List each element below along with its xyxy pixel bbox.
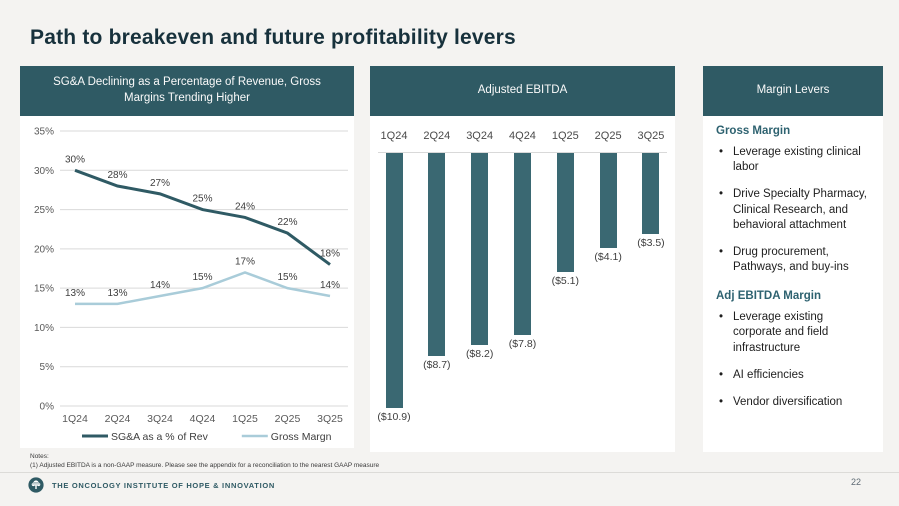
svg-text:15%: 15% — [192, 272, 212, 283]
bar-category-label: 2Q24 — [423, 130, 451, 142]
list-item: Drive Specialty Pharmacy, Clinical Resea… — [716, 187, 870, 233]
svg-text:10%: 10% — [34, 323, 54, 334]
notes-label: Notes: — [30, 453, 49, 460]
bar-column: 3Q24 ($8.2) — [459, 130, 501, 423]
svg-text:4Q24: 4Q24 — [190, 413, 216, 425]
svg-text:35%: 35% — [34, 127, 54, 138]
svg-text:25%: 25% — [192, 194, 212, 205]
list-item: Leverage existing corporate and field in… — [716, 310, 870, 356]
svg-text:3Q25: 3Q25 — [317, 413, 343, 425]
list-item: Drug procurement, Pathways, and buy-ins — [716, 245, 870, 275]
bar-column: 1Q24 ($10.9) — [373, 130, 415, 423]
svg-text:30%: 30% — [65, 154, 85, 165]
sga-chart-body: 0% 5% 10% 15% 20% 25% 30% 35% 1Q24 2Q24 3Q24 4Q24 1Q… — [20, 116, 354, 448]
ebitda-bar — [471, 152, 489, 345]
svg-text:5%: 5% — [40, 362, 55, 373]
svg-text:SG&A as a % of Rev: SG&A as a % of Rev — [111, 431, 209, 443]
adjusted-ebitda-panel: Adjusted EBITDA 1Q24 ($10.9) 2Q24 ($8.7) 3Q2… — [370, 66, 675, 452]
svg-text:28%: 28% — [107, 170, 127, 181]
svg-text:15%: 15% — [34, 284, 54, 295]
svg-text:20%: 20% — [34, 244, 54, 255]
svg-text:14%: 14% — [150, 280, 170, 291]
adj-ebitda-bullet-list: Leverage existing corporate and field in… — [716, 310, 870, 410]
bar-value-label: ($7.8) — [508, 338, 537, 350]
svg-text:30%: 30% — [34, 166, 54, 177]
list-item: Vendor diversification — [716, 395, 870, 410]
brand-name: THE ONCOLOGY INSTITUTE OF HOPE & INNOVAT… — [52, 480, 276, 490]
ebitda-bar — [385, 152, 403, 408]
svg-text:2Q24: 2Q24 — [105, 413, 131, 425]
svg-text:18%: 18% — [320, 249, 340, 260]
svg-text:27%: 27% — [150, 178, 170, 189]
bar-value-label: ($10.9) — [377, 411, 411, 423]
margin-levers-panel: Margin Levers Gross Margin Leverage exis… — [703, 66, 883, 452]
bar-value-label: ($8.2) — [465, 348, 494, 360]
bar-category-label: 3Q24 — [466, 130, 494, 142]
svg-text:25%: 25% — [34, 205, 54, 216]
bar-column: 4Q24 ($7.8) — [501, 130, 543, 423]
bar-category-label: 4Q24 — [509, 130, 536, 142]
footer-divider — [0, 472, 899, 473]
x-axis-labels: 1Q24 2Q24 3Q24 4Q24 1Q25 2Q25 3Q25 — [62, 413, 343, 425]
svg-text:0%: 0% — [40, 402, 55, 413]
ebitda-bar — [556, 152, 574, 272]
bar-column: 1Q25 ($5.1) — [544, 130, 586, 423]
svg-text:1Q25: 1Q25 — [232, 413, 258, 425]
tree-icon — [28, 477, 44, 493]
bar-value-label: ($3.5) — [637, 237, 665, 249]
bar-column: 2Q24 ($8.7) — [416, 130, 458, 423]
ebitda-bar-chart: 1Q24 ($10.9) 2Q24 ($8.7) 3Q24 ($8.2) 4Q24 ($7.8… — [370, 116, 675, 452]
margin-levers-body: Gross Margin Leverage existing clinical … — [703, 116, 883, 452]
bar-category-label: 1Q25 — [551, 130, 579, 142]
bar-value-label: ($4.1) — [594, 251, 622, 263]
page-title: Path to breakeven and future profitabili… — [30, 26, 516, 49]
bar-category-label: 3Q25 — [637, 130, 665, 142]
svg-text:13%: 13% — [107, 288, 127, 299]
footnotes: Notes: (1) Adjusted EBITDA is a non-GAAP… — [30, 452, 379, 471]
list-item: AI efficiencies — [716, 368, 870, 383]
svg-text:Gross Margn: Gross Margn — [271, 431, 332, 443]
gross-margin-heading: Gross Margin — [716, 125, 791, 137]
series-gross-margin: 13% 13% 14% 15% 17% 15% 14% — [65, 256, 340, 306]
list-item: Leverage existing clinical labor — [716, 145, 870, 175]
svg-text:15%: 15% — [277, 272, 297, 283]
legend: SG&A as a % of Rev Gross Margn — [82, 431, 332, 443]
svg-text:24%: 24% — [235, 201, 255, 212]
svg-text:13%: 13% — [65, 288, 85, 299]
svg-text:17%: 17% — [235, 256, 255, 267]
ebitda-bar — [428, 152, 446, 356]
bar-value-label: ($8.7) — [423, 359, 451, 371]
page-number: 22 — [850, 477, 861, 487]
series-sga: 30% 28% 27% 25% 24% 22% 18% — [65, 154, 340, 266]
ebitda-bar — [599, 152, 617, 248]
svg-text:22%: 22% — [277, 217, 297, 228]
sga-gross-margin-panel: SG&A Declining as a Percentage of Revenu… — [20, 66, 354, 448]
bar-column: 2Q25 ($4.1) — [587, 130, 629, 423]
gridlines-and-y-axis: 0% 5% 10% 15% 20% 25% 30% 35% — [34, 127, 348, 413]
bar-column: 3Q25 ($3.5) — [630, 130, 672, 423]
svg-text:3Q24: 3Q24 — [147, 413, 173, 425]
svg-text:2Q25: 2Q25 — [275, 413, 301, 425]
brand-lockup: THE ONCOLOGY INSTITUTE OF HOPE & INNOVAT… — [28, 477, 275, 493]
bar-value-label: ($5.1) — [551, 275, 580, 287]
sga-gross-margin-line-chart: 0%5%10%15%20%25%30%35%1Q24 2Q24 3Q24 4Q24 1Q… — [34, 127, 348, 443]
ebitda-chart-header: Adjusted EBITDA — [370, 66, 675, 116]
adj-ebitda-margin-heading: Adj EBITDA Margin — [716, 290, 821, 303]
gross-margin-bullet-list: Leverage existing clinical labor Drive S… — [716, 145, 870, 275]
svg-text:14%: 14% — [320, 280, 340, 291]
notes-text: (1) Adjusted EBITDA is a non-GAAP measur… — [30, 462, 380, 470]
ebitda-bar — [642, 152, 660, 234]
bar-category-label: 1Q24 — [380, 130, 408, 142]
svg-text:1Q24: 1Q24 — [62, 413, 88, 425]
margin-levers-header: Margin Levers — [703, 66, 883, 116]
ebitda-chart-body: 1Q24 ($10.9) 2Q24 ($8.7) 3Q24 ($8.2) 4Q24 ($7.8… — [370, 116, 675, 452]
ebitda-bar — [513, 152, 531, 335]
sga-chart-header: SG&A Declining as a Percentage of Revenu… — [20, 66, 354, 116]
bar-category-label: 2Q25 — [594, 130, 622, 142]
bar-columns: 1Q24 ($10.9) 2Q24 ($8.7) 3Q24 ($8.2) 4Q24 ($7.8… — [373, 130, 672, 423]
bar-chart-baseline — [378, 152, 667, 153]
